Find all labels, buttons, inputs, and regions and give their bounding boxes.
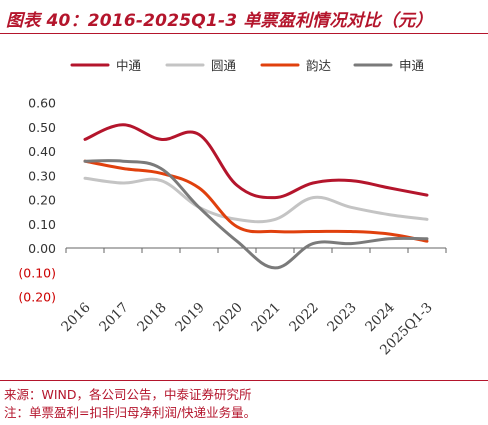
y-tick-label: 0.10 [28, 217, 56, 232]
y-tick-label: 0.40 [28, 144, 56, 159]
x-tick-label: 2021 [248, 300, 284, 336]
y-tick-label: 0.20 [28, 193, 56, 208]
legend-label-0: 中通 [116, 58, 142, 73]
x-tick-label: 2017 [96, 300, 132, 336]
legend-label-3: 申通 [399, 58, 425, 73]
x-axis: 2016 2017 2018 2019 2020 2021 2022 2023 20242025… [58, 247, 447, 358]
y-tick-label: (0.20) [18, 290, 56, 305]
legend-label-2: 韵达 [306, 58, 332, 73]
series-line-2 [83, 159, 429, 243]
x-tick-label: 2018 [134, 300, 170, 336]
series-line-0 [83, 123, 429, 200]
y-tick-label: 0.60 [28, 96, 56, 111]
y-tick-label: 0.00 [28, 241, 56, 256]
legend-label-1: 圆通 [211, 58, 237, 73]
chart: 中通 圆通 韵达 申通 0.60 0.50 0.40 0.30 0.20 0.10 0.00 (0.… [18, 58, 447, 358]
source-note: 来源：WIND，各公司公告，中泰证券研究所 [4, 387, 252, 402]
footer: 来源：WIND，各公司公告，中泰证券研究所 注：单票盈利=扣非归母净利润/快递业… [0, 380, 488, 425]
legend: 中通 圆通 韵达 申通 [70, 58, 425, 73]
series-line-1 [83, 176, 429, 224]
chart-title: 图表 40：2016-2025Q1-3 单票盈利情况对比（元） [6, 11, 433, 31]
x-tick-label: 2020 [210, 300, 246, 336]
x-tick-label: 2024 [362, 300, 398, 336]
plot-area [83, 123, 429, 270]
x-tick-label: 2019 [172, 300, 208, 336]
y-axis: 0.60 0.50 0.40 0.30 0.20 0.10 0.00 (0.10) (0.20) [18, 96, 56, 305]
y-tick-label: 0.50 [28, 120, 56, 135]
y-tick-label: 0.30 [28, 168, 56, 183]
x-tick-label: 2023 [324, 300, 360, 336]
series-line-3 [83, 159, 429, 270]
x-tick-label: 2016 [58, 300, 94, 336]
y-tick-label: (0.10) [18, 265, 56, 280]
formula-note: 注：单票盈利=扣非归母净利润/快递业务量。 [4, 405, 257, 420]
x-tick-label: 2022 [286, 300, 322, 336]
title-bar: 图表 40：2016-2025Q1-3 单票盈利情况对比（元） [0, 0, 488, 34]
